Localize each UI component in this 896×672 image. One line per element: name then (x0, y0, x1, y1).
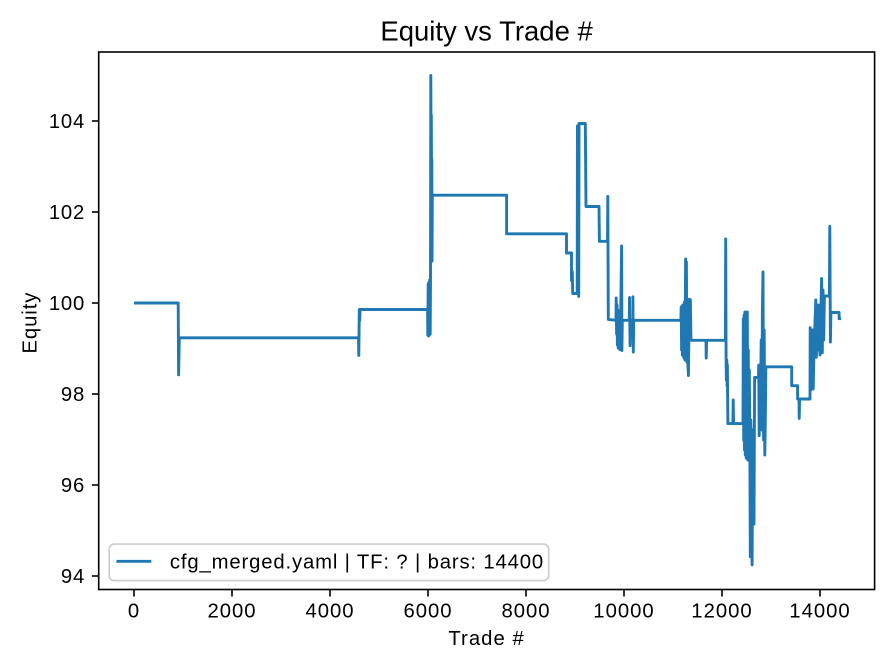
svg-text:0: 0 (128, 601, 140, 623)
svg-text:98: 98 (61, 384, 85, 406)
svg-text:2000: 2000 (207, 601, 256, 623)
svg-text:14000: 14000 (789, 601, 850, 623)
svg-text:102: 102 (49, 202, 85, 224)
svg-text:100: 100 (49, 293, 85, 315)
svg-text:Trade #: Trade # (448, 628, 525, 650)
svg-text:10000: 10000 (593, 601, 654, 623)
svg-text:4000: 4000 (305, 601, 354, 623)
svg-text:96: 96 (61, 475, 85, 497)
svg-text:104: 104 (49, 111, 85, 133)
svg-text:6000: 6000 (403, 601, 452, 623)
svg-text:cfg_merged.yaml | TF: ? | bars: cfg_merged.yaml | TF: ? | bars: 14400 (170, 552, 544, 574)
svg-text:Equity vs Trade #: Equity vs Trade # (380, 15, 593, 46)
svg-text:12000: 12000 (691, 601, 752, 623)
svg-text:Equity: Equity (20, 292, 42, 354)
svg-text:8000: 8000 (501, 601, 550, 623)
svg-text:94: 94 (61, 566, 85, 588)
